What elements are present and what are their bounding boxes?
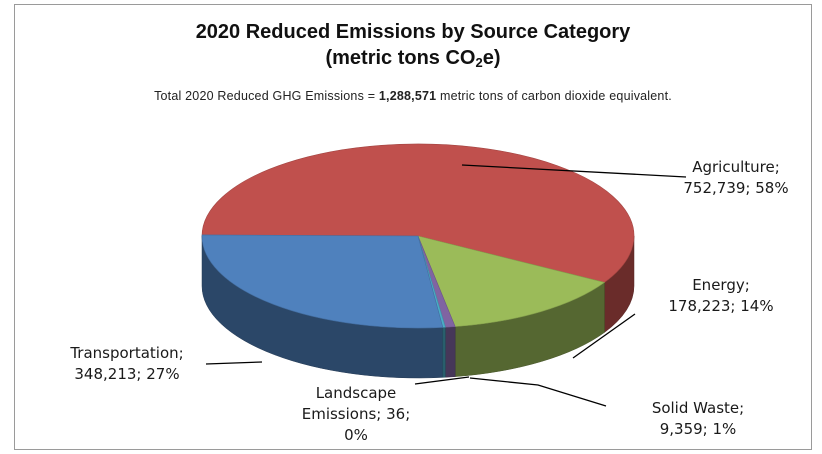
data-label-line-energy: 178,223; 14%: [668, 297, 773, 315]
data-label-agriculture: Agriculture; 752,739; 58%: [683, 158, 788, 197]
data-labels: Agriculture; 752,739; 58% Energy; 178,223; …: [69, 158, 788, 444]
pie-slice-agriculture: [201, 143, 635, 283]
leader-line-solid-waste: [469, 377, 607, 407]
data-label-line-energy: Energy;: [692, 276, 750, 294]
data-label-energy: Energy; 178,223; 14%: [668, 276, 773, 315]
data-label-line-solid-waste: 9,359; 1%: [660, 420, 737, 438]
data-label-line-landscape-emissions: Emissions; 36;: [302, 405, 411, 423]
chart-title: 2020 Reduced Emissions by Source Categor…: [195, 21, 631, 43]
data-label-line-transportation: Transportation;: [69, 344, 183, 362]
pie-slice-energy: [417, 235, 606, 327]
units-prefix: (metric tons CO: [325, 47, 476, 69]
pie-side-walls: [201, 235, 635, 379]
data-label-landscape-emissions: Landscape Emissions; 36; 0%: [302, 384, 411, 444]
data-label-line-landscape-emissions: Landscape: [316, 384, 397, 402]
data-label-transportation: Transportation; 348,213; 27%: [69, 344, 183, 383]
subtitle-total: 1,288,571: [378, 89, 437, 103]
pie-top-faces: [201, 143, 635, 329]
data-label-line-solid-waste: Solid Waste;: [652, 399, 744, 417]
chart-subtitle: Total 2020 Reduced GHG Emissions = 1,288…: [15, 89, 811, 103]
pie-slice-transportation: [201, 234, 444, 329]
data-label-solid-waste: Solid Waste; 9,359; 1%: [652, 399, 744, 438]
leader-line-landscape-emissions: [414, 376, 470, 385]
data-label-line-agriculture: 752,739; 58%: [683, 179, 788, 197]
pie-side-landscape-emissions: [442, 326, 446, 378]
subtitle-after: metric tons of carbon dioxide equivalent…: [436, 89, 672, 103]
leader-line-energy: [572, 313, 636, 359]
data-label-line-transportation: 348,213; 27%: [74, 365, 179, 383]
leader-line-transportation: [205, 361, 263, 365]
chart-title-units: (metric tons CO2e): [15, 47, 811, 70]
leader-line-agriculture: [461, 164, 687, 178]
units-suffix: e): [482, 47, 501, 69]
subtitle-before: Total 2020 Reduced GHG Emissions =: [154, 89, 379, 103]
pie-side-solid-waste: [445, 326, 456, 378]
data-label-line-agriculture: Agriculture;: [692, 158, 780, 176]
data-label-line-landscape-emissions: 0%: [344, 426, 368, 444]
units-subscript: 2: [475, 55, 483, 70]
